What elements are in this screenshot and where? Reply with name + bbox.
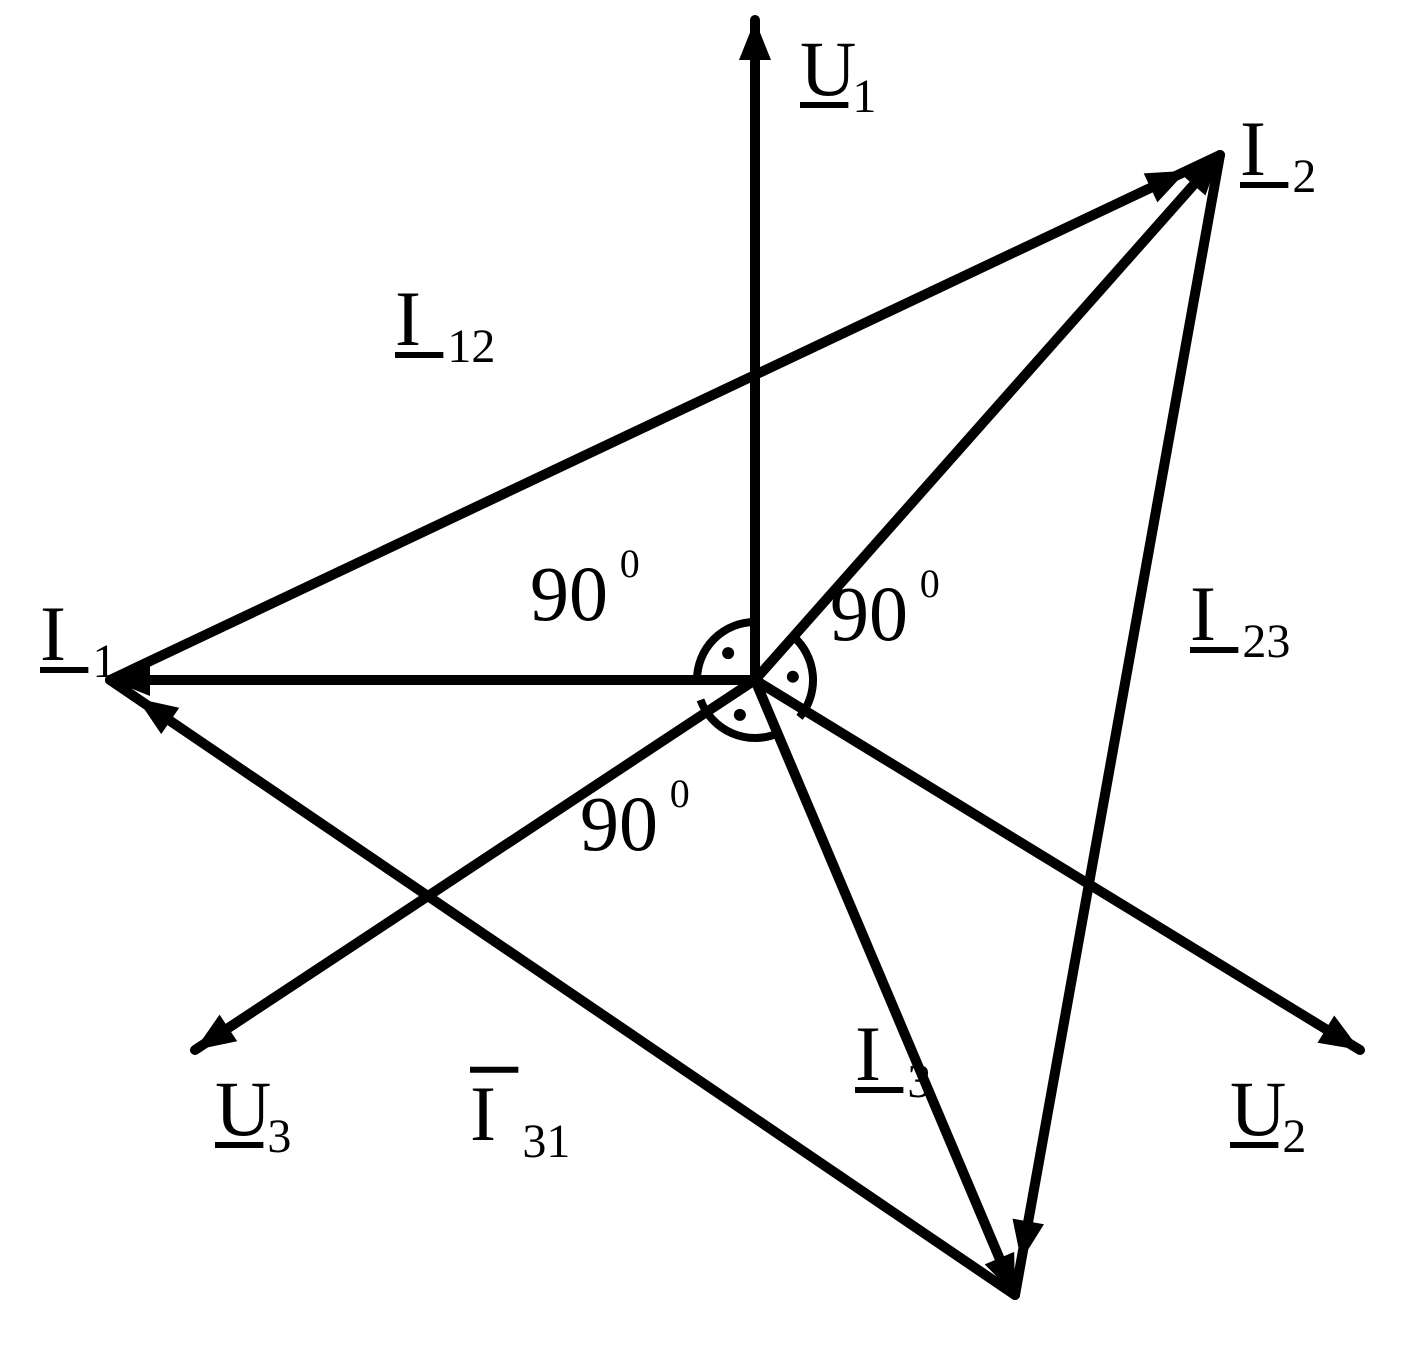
- vector-I2: [755, 155, 1220, 680]
- label-U2: U2: [1230, 1065, 1306, 1163]
- angle-label: 90 0: [530, 541, 640, 637]
- svg-text:1: 1: [852, 70, 876, 123]
- vector-U2: [755, 680, 1360, 1050]
- label-I2: I2: [1240, 105, 1316, 203]
- svg-text:3: 3: [907, 1055, 931, 1108]
- label-I1: I1: [40, 590, 116, 688]
- svg-text:0: 0: [620, 541, 640, 586]
- svg-text:I: I: [395, 275, 421, 362]
- angle-dot: [722, 647, 734, 659]
- label-U1: U1: [800, 25, 876, 123]
- angle-label: 90 0: [580, 771, 690, 867]
- svg-text:U: U: [800, 25, 856, 112]
- arrow-I31: [137, 698, 179, 734]
- svg-text:U: U: [1230, 1065, 1286, 1152]
- svg-text:U: U: [215, 1065, 271, 1152]
- svg-text:2: 2: [1282, 1110, 1306, 1163]
- angle-dot: [787, 671, 799, 683]
- vector-U3: [195, 680, 755, 1050]
- angle-label: 90 0: [830, 561, 940, 657]
- label-I12: I 12: [395, 275, 495, 373]
- svg-text:0: 0: [670, 771, 690, 816]
- vector-U1: [739, 20, 771, 680]
- svg-text:1: 1: [92, 635, 116, 688]
- svg-text:12: 12: [447, 320, 495, 373]
- side-AB: [110, 155, 1220, 680]
- side-CA: [110, 680, 1015, 1295]
- svg-text:90: 90: [530, 550, 608, 637]
- svg-text:23: 23: [1242, 615, 1290, 668]
- svg-text:I: I: [1240, 105, 1266, 192]
- svg-text:2: 2: [1292, 150, 1316, 203]
- svg-text:I: I: [470, 1070, 496, 1157]
- phasor-diagram: 900900900U1U2U3I1I2I3I12I23I31: [0, 0, 1410, 1358]
- svg-text:90: 90: [580, 780, 658, 867]
- svg-text:I: I: [855, 1010, 881, 1097]
- label-I31: I 31: [470, 1070, 570, 1168]
- vector-I1: [110, 664, 755, 696]
- svg-text:3: 3: [267, 1110, 291, 1163]
- svg-text:0: 0: [920, 561, 940, 606]
- svg-text:I: I: [1190, 570, 1216, 657]
- svg-text:90: 90: [830, 570, 908, 657]
- label-I23: I 23: [1190, 570, 1290, 668]
- svg-text:31: 31: [522, 1115, 570, 1168]
- label-U3: U3: [215, 1065, 291, 1163]
- svg-text:I: I: [40, 590, 66, 677]
- side-BC: [1015, 155, 1220, 1295]
- angle-dot: [734, 709, 746, 721]
- label-I3: I3: [855, 1010, 931, 1108]
- arrow-I23: [1012, 1219, 1043, 1261]
